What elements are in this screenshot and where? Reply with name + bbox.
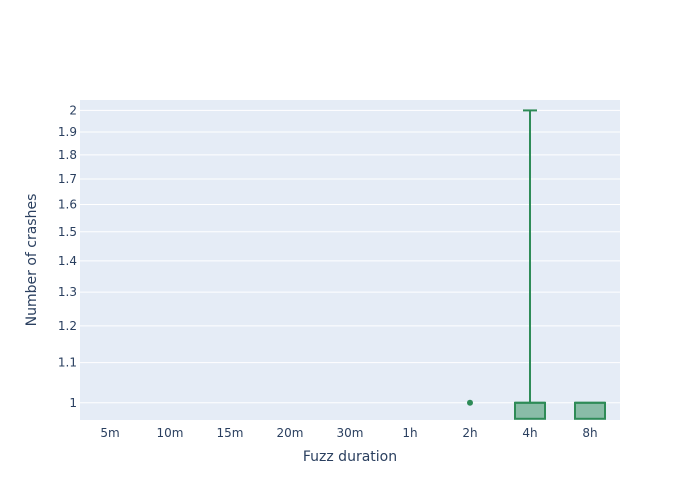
box-8h [574, 401, 606, 420]
box-body [514, 401, 546, 420]
x-tick-label: 5m [100, 426, 119, 440]
outlier-point [467, 399, 473, 406]
x-tick-label: 4h [522, 426, 537, 440]
y-tick-label: 1.9 [58, 125, 77, 139]
box-4h [514, 109, 546, 420]
y-tick-label: 1.3 [58, 285, 77, 299]
y-tick-label: 1.6 [58, 198, 77, 212]
x-tick-label: 8h [582, 426, 597, 440]
y-tick-label: 1.4 [58, 254, 77, 268]
y-axis-title: Number of crashes [24, 194, 40, 327]
x-tick-label: 30m [337, 426, 364, 440]
plot-area [80, 100, 620, 420]
x-tick-label: 15m [217, 426, 244, 440]
y-tick-label: 1.8 [58, 148, 77, 162]
y-tick-label: 1.1 [58, 356, 77, 370]
x-tick-label: 1h [402, 426, 417, 440]
x-tick-label: 20m [277, 426, 304, 440]
box-marks [467, 109, 606, 420]
y-tick-label: 1 [69, 396, 77, 410]
y-tick-labels: 1 1.1 1.2 1.3 1.4 1.5 1.6 1.7 1.8 1.9 2 [58, 103, 77, 409]
y-tick-label: 1.7 [58, 172, 77, 186]
y-tick-label: 2 [69, 103, 77, 117]
x-tick-label: 2h [462, 426, 477, 440]
x-tick-label: 10m [157, 426, 184, 440]
box-body [574, 401, 606, 420]
x-axis-title: Fuzz duration [303, 449, 397, 465]
y-tick-label: 1.5 [58, 225, 77, 239]
box-2h [467, 399, 473, 406]
y-tick-label: 1.2 [58, 319, 77, 333]
x-tick-labels: 5m 10m 15m 20m 30m 1h 2h 4h 8h [100, 426, 597, 440]
